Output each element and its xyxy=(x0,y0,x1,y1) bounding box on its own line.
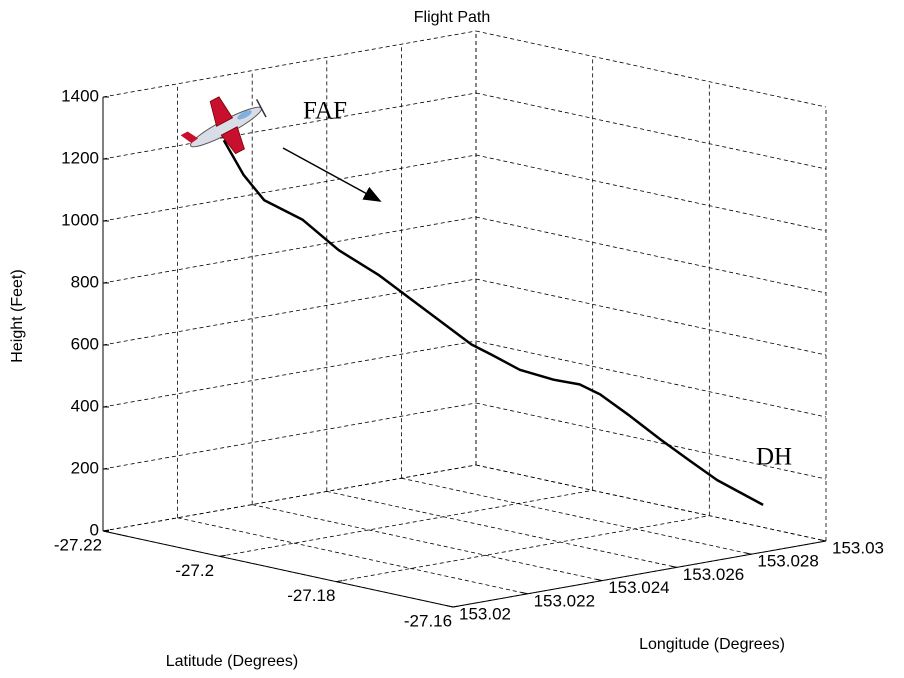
tick-mark xyxy=(102,529,110,532)
tick-mark xyxy=(219,554,226,557)
z-axis-label: Height (Feet) xyxy=(9,269,26,362)
grid-line xyxy=(475,278,827,356)
grid-line xyxy=(475,216,827,294)
plot-area: 0 200 400 600 800 1000 1200 1400 -27.22 -27.2 -27.… xyxy=(54,30,884,630)
x-tick-label: -27.22 xyxy=(54,535,102,554)
grid-line xyxy=(102,92,477,160)
tick-mark xyxy=(336,580,343,583)
z-tick-label: 800 xyxy=(71,272,99,291)
annotation: DH xyxy=(756,444,792,471)
grid-line xyxy=(102,216,477,284)
z-tick-label: 600 xyxy=(71,334,99,353)
tick-mark xyxy=(596,578,603,582)
grid-line xyxy=(336,515,710,583)
grid-line xyxy=(102,278,477,346)
tick-mark xyxy=(452,605,460,608)
grid-line xyxy=(475,154,827,232)
z-tick-label: 1200 xyxy=(61,148,99,167)
grid-line xyxy=(102,154,477,222)
grid-line xyxy=(475,340,827,418)
plane-icon xyxy=(180,96,267,155)
z-tick-label: 1400 xyxy=(61,86,99,105)
y-tick-label: 153.022 xyxy=(534,591,595,610)
x-tick-label: -27.2 xyxy=(175,561,214,580)
grid-line xyxy=(401,477,752,555)
tick-mark xyxy=(745,552,752,555)
tick-mark xyxy=(670,565,677,568)
grid-line xyxy=(252,504,603,581)
chart-title: Flight Path xyxy=(414,9,490,26)
x-axis xyxy=(102,530,454,608)
arrow xyxy=(282,147,382,202)
grid-line xyxy=(102,340,477,408)
tick-mark xyxy=(819,539,827,542)
grid-line xyxy=(475,92,827,170)
y-axis-label: Longitude (Degrees) xyxy=(639,636,785,653)
tick-mark xyxy=(521,592,528,595)
z-tick-label: 1000 xyxy=(61,210,99,229)
y-axis xyxy=(452,540,827,608)
grid-line xyxy=(326,491,677,568)
grid-line xyxy=(475,30,827,108)
grid-line xyxy=(102,30,477,98)
z-tick-label: 0 xyxy=(90,520,99,539)
x-axis-label: Latitude (Degrees) xyxy=(166,653,299,670)
x-tick-label: -27.16 xyxy=(404,611,452,630)
y-tick-label: 153.02 xyxy=(459,604,511,623)
z-tick-label: 400 xyxy=(71,396,99,415)
tick-mark xyxy=(446,605,454,608)
x-tick-label: -27.18 xyxy=(287,586,335,605)
grid-line xyxy=(177,517,528,595)
z-tick-label: 200 xyxy=(71,458,99,477)
y-tick-label: 153.024 xyxy=(608,578,669,597)
y-tick-label: 153.028 xyxy=(757,552,818,571)
annotation: FAF xyxy=(303,98,347,125)
grid-line xyxy=(475,402,827,480)
grid-line xyxy=(102,464,477,532)
grid-line xyxy=(219,489,593,557)
grid-line xyxy=(475,464,827,542)
grid-line xyxy=(102,402,477,470)
flight-path xyxy=(222,139,764,506)
y-tick-label: 153.026 xyxy=(683,565,744,584)
y-tick-label: 153.03 xyxy=(832,538,884,557)
